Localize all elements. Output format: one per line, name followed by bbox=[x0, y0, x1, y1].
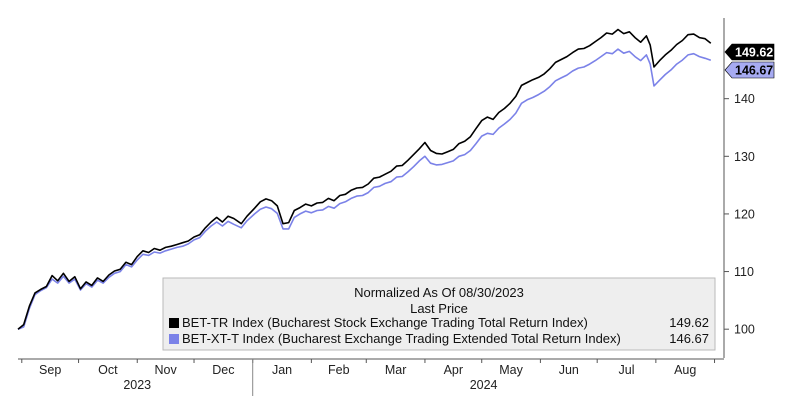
x-tick-label: Apr bbox=[444, 363, 463, 377]
legend-box bbox=[162, 277, 716, 351]
legend-title: Normalized As Of 08/30/2023 bbox=[354, 285, 524, 300]
legend-value-bet-tr: 149.62 bbox=[669, 315, 709, 330]
x-tick-label: Oct bbox=[98, 363, 118, 377]
badge-shape bbox=[724, 61, 775, 79]
legend-label-bet-xt-t: BET-XT-T Index (Bucharest Exchange Tradi… bbox=[182, 331, 621, 346]
year-label: 2023 bbox=[123, 378, 151, 392]
x-tick-label: May bbox=[499, 363, 523, 377]
y-tick-label: 110 bbox=[734, 265, 754, 279]
y-tick-label: 100 bbox=[734, 323, 755, 337]
x-tick-label: Aug bbox=[674, 363, 696, 377]
badge-value: 149.62 bbox=[735, 46, 773, 60]
x-tick-label: Jan bbox=[272, 363, 292, 377]
x-tick-label: Dec bbox=[212, 363, 234, 377]
legend-swatch-bet-tr bbox=[169, 318, 179, 328]
last-value-badge-bet-xt-t: 146.67 bbox=[724, 61, 775, 79]
legend-subtitle: Last Price bbox=[410, 301, 468, 316]
y-tick-label: 130 bbox=[734, 150, 755, 164]
legend-value-bet-xt-t: 146.67 bbox=[669, 331, 709, 346]
last-value-badges: 149.62 146.67 bbox=[724, 43, 775, 79]
badge-value: 146.67 bbox=[735, 64, 773, 78]
x-axis: Sep Oct Nov Dec Jan Feb Mar Apr May Jun Jul Aug 2023… bbox=[18, 358, 724, 396]
series-line-bet-tr bbox=[17, 28, 712, 330]
y-axis: 100 110 120 130 140 bbox=[723, 18, 755, 358]
series-lines bbox=[17, 28, 712, 330]
y-tick-label: 140 bbox=[734, 92, 755, 106]
legend: Normalized As Of 08/30/2023 Last Price B… bbox=[162, 277, 716, 351]
x-tick-label: Feb bbox=[328, 363, 350, 377]
x-tick-label: Jun bbox=[559, 363, 579, 377]
x-tick-label: Sep bbox=[39, 363, 61, 377]
x-tick-label: Nov bbox=[155, 363, 178, 377]
last-value-badge-bet-tr: 149.62 bbox=[724, 43, 775, 61]
series-line-bet-xt-t bbox=[17, 48, 712, 330]
year-label: 2024 bbox=[470, 378, 498, 392]
legend-swatch-bet-xt-t bbox=[169, 334, 179, 344]
x-tick-label: Jul bbox=[619, 363, 635, 377]
y-tick-label: 120 bbox=[734, 207, 755, 221]
legend-label-bet-tr: BET-TR Index (Bucharest Stock Exchange T… bbox=[182, 315, 588, 330]
x-tick-label: Mar bbox=[385, 363, 407, 377]
badge-shape bbox=[724, 43, 775, 61]
